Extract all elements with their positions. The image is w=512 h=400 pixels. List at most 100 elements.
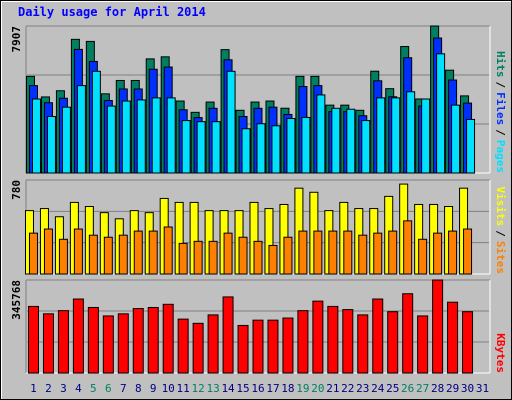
bar	[271, 125, 281, 174]
bar	[61, 106, 71, 174]
bar	[418, 238, 428, 275]
x-tick-label: 2	[45, 382, 52, 395]
bar	[106, 105, 116, 174]
x-tick-label: 25	[386, 382, 399, 395]
x-tick-label: 1	[30, 382, 37, 395]
x-tick-label: 13	[206, 382, 219, 395]
legend-entry: Visits	[494, 187, 507, 227]
bar	[463, 228, 473, 275]
x-tick-label: 24	[371, 382, 385, 395]
y-tick-label: 7907	[10, 26, 23, 53]
legend-separator: /	[494, 82, 507, 89]
bar	[346, 108, 356, 174]
bar	[312, 300, 324, 374]
bar	[207, 314, 219, 374]
bar	[43, 228, 53, 275]
bar	[196, 121, 206, 174]
bar	[148, 230, 158, 275]
bar	[166, 97, 176, 174]
chart-title: Daily usage for April 2014	[18, 5, 206, 19]
bar	[402, 293, 414, 374]
bar	[118, 234, 128, 275]
bar	[192, 322, 204, 374]
x-tick-label: 8	[135, 382, 142, 395]
x-tick-label: 7	[120, 382, 127, 395]
bar	[223, 232, 233, 275]
x-tick-label: 28	[431, 382, 444, 395]
bar	[403, 220, 413, 275]
bar	[177, 318, 189, 374]
bar	[376, 97, 386, 174]
x-tick-label: 19	[296, 382, 309, 395]
bar	[451, 104, 461, 174]
x-tick-label: 17	[266, 382, 279, 395]
bar	[237, 324, 249, 374]
x-tick-label: 31	[476, 382, 489, 395]
bar	[147, 306, 159, 374]
bar	[151, 97, 161, 174]
x-tick-label: 15	[236, 382, 249, 395]
x-tick-label: 9	[150, 382, 157, 395]
bar	[301, 116, 311, 174]
bar	[327, 305, 339, 374]
y-tick-label: 780	[10, 180, 23, 200]
bar	[391, 97, 401, 174]
legend-entry: Pages	[494, 140, 507, 173]
x-tick-label: 26	[401, 382, 414, 395]
bar	[268, 244, 278, 275]
bar	[267, 319, 279, 374]
legend-entry: Sites	[494, 241, 507, 274]
bar	[87, 306, 99, 374]
bar	[211, 121, 221, 174]
bar	[361, 120, 371, 174]
bar	[432, 279, 444, 374]
legend: Visits / Sites	[494, 187, 507, 275]
legend: KBytes	[494, 333, 507, 373]
x-tick-label: 14	[221, 382, 235, 395]
bar	[208, 240, 218, 275]
legend-entry: KBytes	[494, 333, 507, 373]
bar	[373, 232, 383, 275]
x-tick-label: 16	[251, 382, 264, 395]
bar	[253, 240, 263, 275]
legend: Hits / Files / Pages	[494, 51, 507, 173]
bar	[58, 238, 68, 275]
legend-separator: /	[494, 129, 507, 136]
bar	[226, 70, 236, 174]
bar	[466, 118, 476, 174]
bar	[256, 123, 266, 174]
bar	[447, 301, 459, 374]
x-tick-label: 27	[416, 382, 429, 395]
bar	[31, 98, 41, 174]
bar	[178, 242, 188, 275]
bar	[388, 230, 398, 275]
bar	[328, 230, 338, 275]
bar	[28, 232, 38, 275]
legend-entry: Hits	[494, 51, 507, 78]
x-tick-label: 29	[446, 382, 459, 395]
bar	[76, 85, 86, 174]
bar	[313, 230, 323, 275]
bar	[357, 314, 369, 374]
bar	[91, 70, 101, 174]
bar	[42, 313, 54, 374]
x-tick-label: 30	[461, 382, 474, 395]
legend-entry: Files	[494, 92, 507, 125]
bar	[162, 303, 174, 374]
bar	[462, 311, 474, 374]
bar	[252, 319, 264, 374]
bar	[88, 234, 98, 275]
bar	[132, 308, 144, 374]
x-tick-label: 23	[356, 382, 369, 395]
x-tick-label: 21	[326, 382, 339, 395]
bar	[117, 313, 129, 374]
bar	[286, 118, 296, 174]
bar	[298, 230, 308, 275]
bar	[163, 226, 173, 275]
bar	[27, 305, 39, 374]
bar	[283, 236, 293, 275]
bar	[103, 236, 113, 275]
bar	[372, 298, 384, 374]
